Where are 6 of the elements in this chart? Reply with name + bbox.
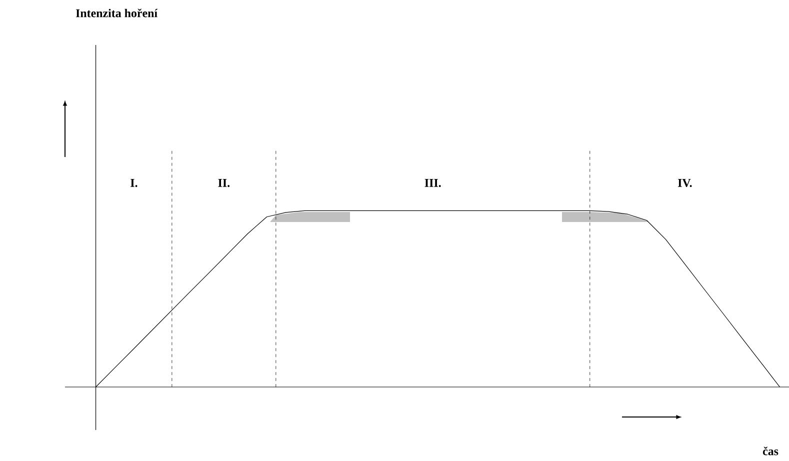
text: III. xyxy=(424,179,441,187)
chart-title: Intenzita hoření xyxy=(76,8,158,18)
x-axis-title: čas xyxy=(762,446,778,456)
text: II. xyxy=(218,179,230,187)
text: I. xyxy=(130,179,138,187)
text: IV. xyxy=(678,178,692,188)
